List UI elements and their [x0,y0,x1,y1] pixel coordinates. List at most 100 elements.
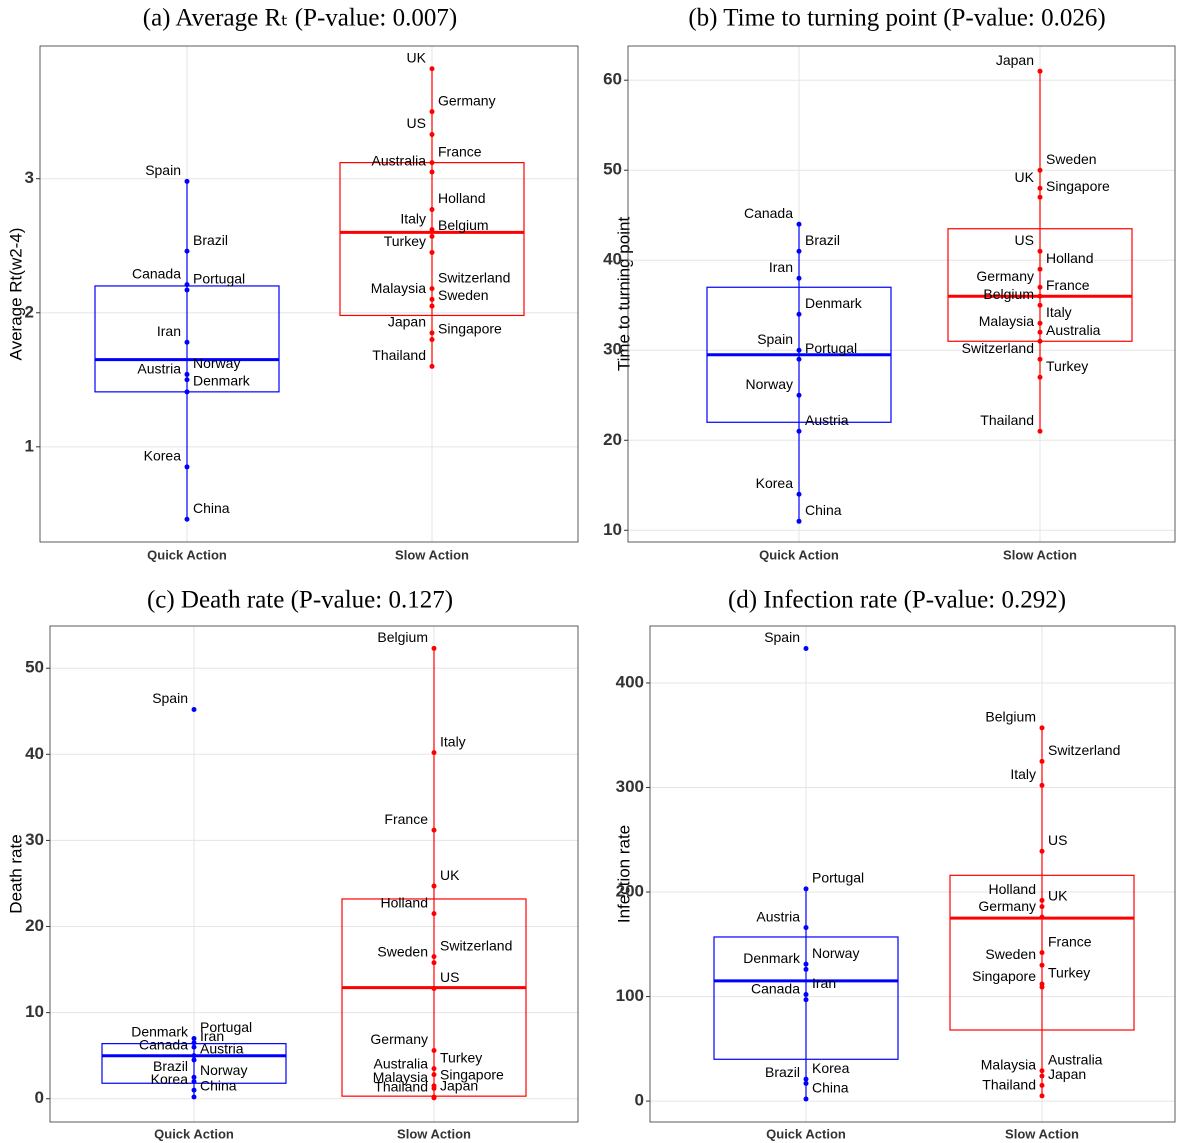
y-tick-label: 0 [635,1091,644,1110]
y-tick-label: 20 [603,430,622,449]
point [1039,950,1045,956]
point-label: Germany [370,1031,428,1047]
point [184,464,190,470]
point-label: Portugal [200,1019,252,1035]
point [184,377,190,383]
point [1037,374,1043,380]
point-label: Iran [769,259,793,275]
point-label: Sweden [985,946,1036,962]
point-label: Holland [381,894,428,910]
point-label: Holland [1046,250,1093,266]
point-label: Norway [746,376,793,392]
point-label: France [384,811,428,827]
point-label: Belgium [985,709,1036,725]
point-label: Austria [805,412,849,428]
point-label: Denmark [193,373,251,389]
point [431,960,437,966]
point [429,207,435,213]
y-tick-label: 30 [603,340,622,359]
point-label: Malaysia [371,280,426,296]
y-axis-label: Death rate [6,834,25,913]
point-label: Germany [438,92,496,108]
point-label: Iran [812,975,836,991]
point [431,1072,437,1078]
point-label: Canada [139,1036,188,1052]
point [1039,848,1045,854]
point [1037,329,1043,335]
y-tick-label: 300 [616,777,644,796]
point-label: US [1015,232,1034,248]
point-label: Norway [812,945,859,961]
point-label: Holland [438,190,485,206]
point-label: US [1048,832,1067,848]
point [184,371,190,377]
y-tick-label: 10 [25,1002,44,1021]
point-label: Spain [757,331,793,347]
panel: (c) Death rate (P-value: 0.127) Death rat… [6,587,579,1141]
point [431,911,437,917]
y-tick-label: 30 [25,830,44,849]
x-tick-label: Quick Action [759,547,839,562]
point-label: Canada [744,205,793,221]
panel: (a) Average Rₜ (P-value: 0.007) Average R… [6,5,579,562]
y-tick-label: 2 [25,302,34,321]
point [429,330,435,336]
point-label: Italy [1010,766,1036,782]
y-tick-label: 0 [35,1088,44,1107]
y-tick-label: 40 [25,744,44,763]
y-tick-label: 40 [603,250,622,269]
point [431,750,437,756]
point-label: Turkey [1046,358,1088,374]
x-tick-label: Slow Action [395,547,469,562]
point-label: Thailand [982,1077,1036,1093]
point-label: Singapore [438,320,502,336]
point-label: Spain [152,690,188,706]
point [191,1053,197,1059]
point-label: US [407,115,426,131]
point [429,131,435,137]
point-label: Turkey [1048,965,1090,981]
point-label: Switzerland [962,340,1034,356]
point-label: France [1046,277,1090,293]
point [1037,356,1043,362]
point-label: Denmark [743,950,801,966]
point-label: Japan [996,52,1034,68]
point-label: Canada [751,980,800,996]
point-label: Portugal [193,271,245,287]
point [1039,1082,1045,1088]
point [1039,984,1045,990]
point [1037,185,1043,191]
point [429,227,435,233]
point [429,303,435,309]
point-label: Holland [989,881,1036,897]
point [191,1079,197,1085]
point [431,1085,437,1091]
point [184,282,190,288]
point-label: Austria [200,1041,244,1057]
point-label: UK [407,49,427,65]
point [429,363,435,369]
point [1037,194,1043,200]
point-label: China [200,1078,237,1094]
point-label: Belgium [983,286,1034,302]
point [429,169,435,175]
point-label: Italy [1046,304,1072,320]
point [431,954,437,960]
point-label: Portugal [805,340,857,356]
x-tick-label: Quick Action [147,547,227,562]
point [184,178,190,184]
point [1037,167,1043,173]
point [1039,962,1045,968]
point-label: UK [1015,169,1035,185]
point-label: Korea [144,448,182,464]
point [429,286,435,292]
point [803,991,809,997]
point [191,1044,197,1050]
point [796,275,802,281]
point-label: Norway [200,1062,247,1078]
point [184,339,190,345]
point [431,1095,437,1101]
point-label: Switzerland [440,937,512,953]
point-label: Austria [137,360,181,376]
point [796,491,802,497]
